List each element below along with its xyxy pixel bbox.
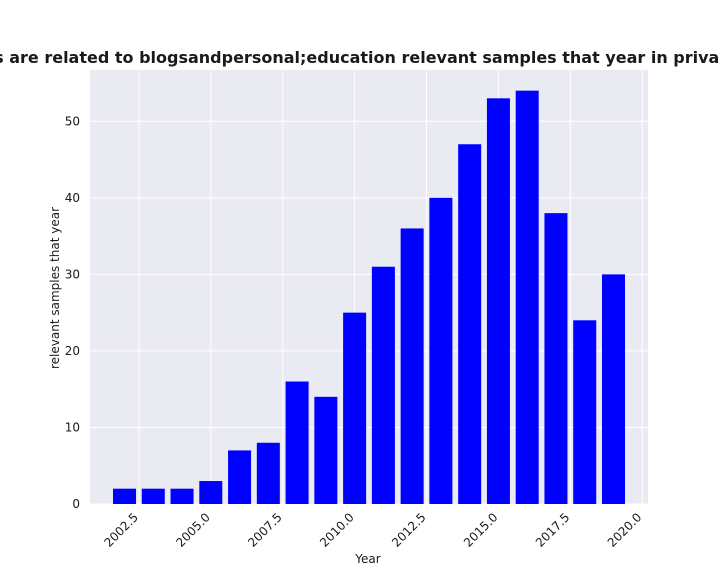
bar xyxy=(601,274,625,504)
bar xyxy=(429,197,453,505)
bar xyxy=(256,442,280,504)
bar xyxy=(170,488,194,504)
bar xyxy=(285,381,309,504)
x-tick-label: 2020.0 xyxy=(605,510,645,550)
bar xyxy=(400,228,424,504)
y-tick-label: 40 xyxy=(65,191,80,205)
bar xyxy=(371,266,395,504)
x-tick-label: 2012.5 xyxy=(389,510,429,550)
bar xyxy=(458,144,482,504)
y-tick-label: 10 xyxy=(65,420,80,434)
y-axis-ticks: 0 10 20 30 40 50 xyxy=(65,114,80,511)
x-axis-ticks: 2002.5 2005.0 2007.5 2010.0 2012.5 2015.0 2017… xyxy=(101,510,644,550)
bar xyxy=(228,450,252,504)
y-tick-label: 50 xyxy=(65,114,80,128)
bar xyxy=(343,312,367,504)
bar xyxy=(113,488,137,504)
x-tick-label: 2007.5 xyxy=(245,510,285,550)
y-tick-label: 0 xyxy=(72,497,80,511)
x-tick-label: 2005.0 xyxy=(173,510,213,550)
bars xyxy=(113,90,625,505)
bar xyxy=(199,481,223,504)
bar xyxy=(515,90,539,505)
y-axis-label: relevant samples that year xyxy=(48,207,62,369)
x-tick-label: 2010.0 xyxy=(317,510,357,550)
x-tick-label: 2015.0 xyxy=(461,510,501,550)
y-tick-label: 20 xyxy=(65,344,80,358)
x-tick-label: 2002.5 xyxy=(101,510,141,550)
bar xyxy=(573,320,597,504)
bar xyxy=(141,488,165,504)
y-tick-label: 30 xyxy=(65,267,80,281)
bar xyxy=(486,98,510,504)
x-axis-label: Year xyxy=(354,552,380,566)
x-tick-label: 2017.5 xyxy=(533,510,573,550)
bar xyxy=(314,396,338,504)
bar xyxy=(544,213,568,504)
chart-title: Categories are related to blogsandperson… xyxy=(0,48,720,67)
